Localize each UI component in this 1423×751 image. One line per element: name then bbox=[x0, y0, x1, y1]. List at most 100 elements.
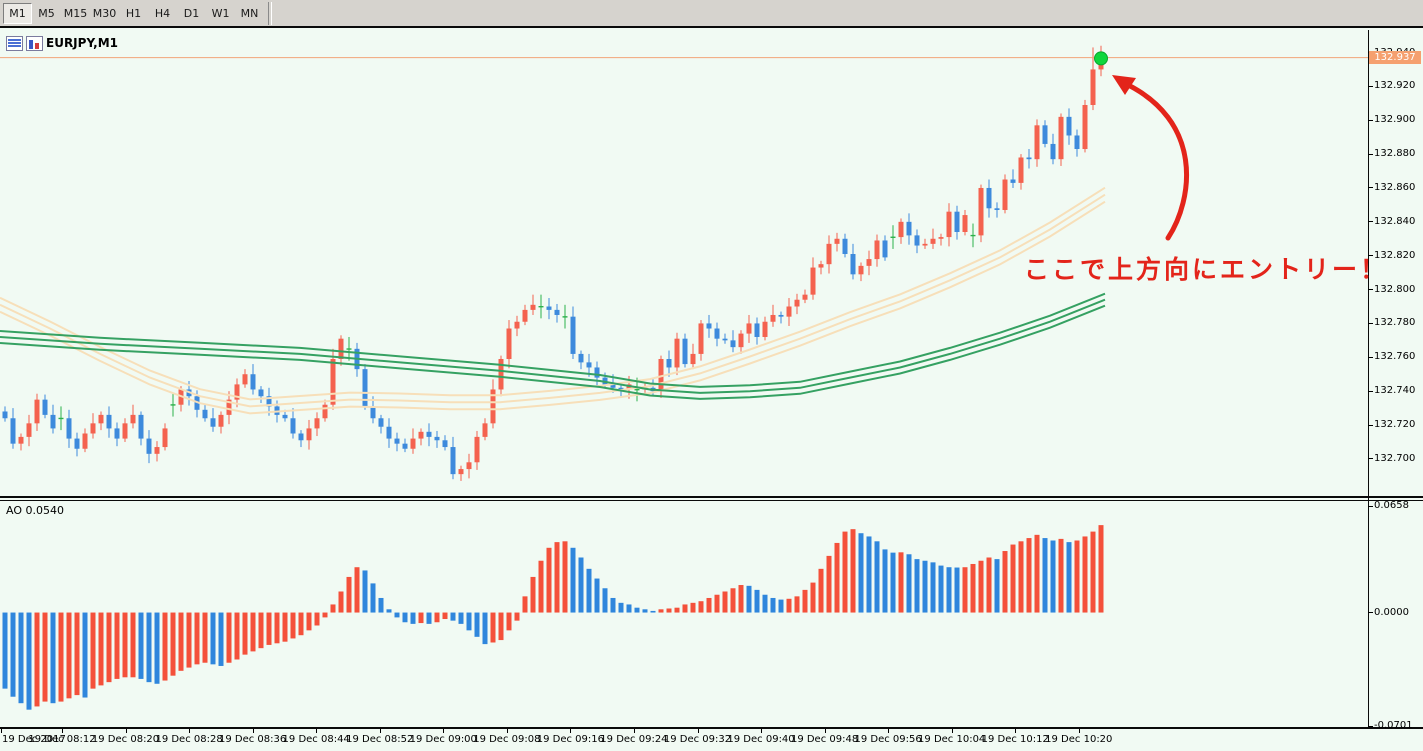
ao-bar bbox=[154, 612, 160, 684]
bull-candle bbox=[786, 306, 792, 317]
ao-bar bbox=[482, 612, 488, 645]
price-tick-label: 132.900 bbox=[1374, 114, 1416, 126]
toolbar-separator bbox=[268, 2, 272, 25]
ao-bar bbox=[466, 612, 472, 631]
time-tick bbox=[1015, 729, 1017, 733]
doji-candle bbox=[562, 316, 568, 318]
ma-band-slow bbox=[0, 298, 1106, 394]
ao-bar bbox=[1034, 534, 1040, 613]
ao-bar bbox=[106, 612, 112, 683]
ao-bar bbox=[898, 552, 904, 613]
time-label: 19 Dec 09:56 bbox=[854, 734, 922, 745]
time-label: 19 Dec 09:40 bbox=[727, 734, 795, 745]
ao-bar bbox=[554, 542, 560, 613]
ao-bar bbox=[834, 542, 840, 613]
bear-candle bbox=[394, 438, 400, 444]
bull-candle bbox=[818, 264, 824, 268]
ao-bar bbox=[666, 608, 672, 613]
bull-candle bbox=[458, 469, 464, 475]
ao-bar bbox=[498, 612, 504, 641]
ao-bar bbox=[362, 570, 368, 613]
bull-candle bbox=[330, 358, 336, 405]
ao-bar bbox=[818, 568, 824, 613]
bull-candle bbox=[1034, 125, 1040, 160]
ao-bar bbox=[1010, 544, 1016, 613]
bull-candle bbox=[506, 328, 512, 359]
ao-bar bbox=[66, 612, 72, 699]
ao-tick bbox=[1368, 725, 1373, 727]
time-label: 19 Dec 08:36 bbox=[219, 734, 287, 745]
timeframe-button-m1[interactable]: M1 bbox=[3, 3, 32, 24]
entry-annotation: ここで上方向にエントリー！ bbox=[1024, 255, 1389, 284]
bear-candle bbox=[730, 340, 736, 348]
time-label: 19 Dec 08:28 bbox=[155, 734, 223, 745]
ao-bar bbox=[58, 612, 64, 702]
ao-bar bbox=[242, 612, 248, 655]
bear-candle bbox=[258, 389, 264, 397]
ao-bar bbox=[810, 582, 816, 613]
ao-indicator-label: AO 0.0540 bbox=[6, 504, 64, 517]
ao-bar bbox=[562, 541, 568, 613]
ao-bar bbox=[594, 578, 600, 613]
timeframe-button-mn[interactable]: MN bbox=[235, 3, 264, 24]
indicator-list-icon[interactable] bbox=[6, 35, 23, 51]
price-tick-label: 132.820 bbox=[1374, 249, 1416, 261]
ao-bar bbox=[82, 612, 88, 698]
bear-candle bbox=[434, 436, 440, 441]
bear-candle bbox=[1050, 143, 1056, 160]
ao-tick-label: 0.0000 bbox=[1374, 606, 1409, 618]
ao-bar bbox=[866, 536, 872, 613]
bull-candle bbox=[322, 404, 328, 419]
ao-bar bbox=[546, 547, 552, 613]
price-tick bbox=[1368, 458, 1373, 460]
timeframe-button-m30[interactable]: M30 bbox=[90, 3, 119, 24]
bear-candle bbox=[554, 309, 560, 315]
timeframe-button-w1[interactable]: W1 bbox=[206, 3, 235, 24]
bear-candle bbox=[714, 328, 720, 339]
price-tick-label: 132.920 bbox=[1374, 80, 1416, 92]
bull-candle bbox=[802, 294, 808, 300]
timeframe-button-d1[interactable]: D1 bbox=[177, 3, 206, 24]
ao-bar bbox=[418, 612, 424, 624]
price-tick bbox=[1368, 289, 1373, 291]
ao-bar bbox=[474, 612, 480, 637]
timeframe-button-h4[interactable]: H4 bbox=[148, 3, 177, 24]
bull-candle bbox=[1058, 116, 1064, 160]
timeframe-button-m15[interactable]: M15 bbox=[61, 3, 90, 24]
ao-bar bbox=[146, 612, 152, 683]
time-label: 19 Dec 09:00 bbox=[409, 734, 477, 745]
ao-bar bbox=[266, 612, 272, 645]
ao-bar bbox=[338, 591, 344, 613]
ao-tick-label: -0.0701 bbox=[1374, 720, 1413, 732]
ao-bar bbox=[530, 576, 536, 613]
timeframe-button-h1[interactable]: H1 bbox=[119, 3, 148, 24]
bull-candle bbox=[674, 338, 680, 368]
bear-candle bbox=[290, 418, 296, 434]
time-label: 19 Dec 10:20 bbox=[1045, 734, 1113, 745]
pane-separator[interactable] bbox=[0, 496, 1423, 501]
bar-chart-icon[interactable] bbox=[26, 35, 43, 51]
price-axis-border bbox=[1368, 30, 1369, 727]
ao-bar bbox=[130, 612, 136, 678]
time-tick bbox=[697, 729, 699, 733]
time-tick bbox=[379, 729, 381, 733]
doji-candle bbox=[634, 388, 640, 391]
bear-candle bbox=[10, 418, 16, 444]
current-price-tag: 132.937 bbox=[1369, 51, 1421, 64]
time-tick bbox=[62, 729, 63, 733]
ao-bar bbox=[26, 612, 32, 710]
time-tick bbox=[1078, 729, 1080, 733]
bear-candle bbox=[450, 447, 456, 475]
bear-candle bbox=[146, 438, 152, 454]
ao-bar bbox=[714, 594, 720, 613]
time-tick bbox=[951, 729, 953, 733]
price-tick bbox=[1368, 424, 1373, 426]
ma-band-fast bbox=[0, 186, 1106, 401]
ao-bar bbox=[938, 565, 944, 613]
price-tick bbox=[1368, 322, 1373, 324]
ao-bar bbox=[306, 612, 312, 631]
time-label: 19 Dec 10:04 bbox=[918, 734, 986, 745]
bull-candle bbox=[698, 323, 704, 354]
timeframe-button-m5[interactable]: M5 bbox=[32, 3, 61, 24]
